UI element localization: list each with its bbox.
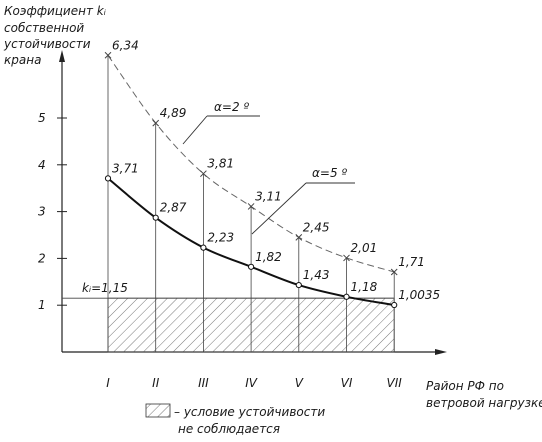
series-1-data-label-VII: 1,71 [398,255,425,269]
y-axis-arrow [59,50,65,62]
y-axis-label-line-4: крана [4,53,41,67]
series-a5-leader-diag [251,182,307,235]
x-tick-label-III: III [198,376,209,390]
series-1-data-label-I: 6,34 [112,38,139,52]
threshold-label: kᵢ=1,15 [82,281,128,295]
y-tick-label-5: 5 [38,111,46,125]
y-axis-label-line-2: собственной [4,21,84,35]
series-1-data-label-IV: 3,11 [255,189,282,203]
series-2-data-label-VI: 1,18 [351,280,378,294]
series-2-data-label-I: 3,71 [112,161,139,175]
series-2-data-label-III: 2,23 [207,231,234,245]
x-tick-label-I: I [106,376,110,390]
y-axis-label-line-3: устойчивости [3,37,91,51]
x-tick-label-VII: VII [387,376,403,390]
x-tick-label-IV: IV [245,376,258,390]
x-tick-label-II: II [152,376,160,390]
series-2-point-V [295,281,302,289]
series-1-point-III [200,170,207,178]
series-2-data-label-V: 1,43 [303,268,330,282]
legend-text-line-2: не соблюдается [178,422,280,436]
x-tick-label-VI: VI [341,376,353,390]
x-axis-arrow [435,349,447,355]
y-axis-label-line-1: Коэффициент kᵢ [4,4,106,18]
series-2-point-III [200,244,207,251]
series-1-data-label-II: 4,89 [160,106,187,120]
series-2-data-label-VII: 1,0035 [398,288,440,302]
x-axis-label-line-2: ветровой нагрузке [426,396,542,410]
x-axis-label-line-1: Район РФ по [426,379,504,393]
series-a5-label: α=5 º [312,166,347,180]
series-2-point-I [104,175,112,182]
series-1-point-VII [390,268,398,276]
series-1-point-I [104,51,112,59]
y-tick-label-2: 2 [38,251,46,265]
series-2-point-IV [248,263,255,270]
series-1-point-II [152,119,160,127]
legend-hatch-swatch [145,403,171,418]
legend-text-line-1: – условие устойчивости [174,405,325,419]
y-tick-label-4: 4 [38,158,46,172]
series-1-point-IV [247,203,255,210]
series-1-point-V [295,233,303,241]
y-tick-label-3: 3 [38,205,46,219]
series-a2-leader-diag [182,115,208,145]
series-a2-label: α=2 º [214,100,249,114]
series-1-point-VI [343,254,350,262]
series-2-data-label-IV: 1,82 [255,250,282,264]
series-2-data-label-II: 2,87 [160,201,187,215]
series-2-point-VII [391,301,398,309]
y-tick-label-1: 1 [38,298,46,312]
series-1-data-label-III: 3,81 [207,157,234,171]
series-2-point-VI [343,293,350,300]
series-2-point-II [152,214,159,221]
series-1-data-label-VI: 2,01 [351,241,378,255]
x-tick-label-V: V [295,376,304,390]
series-1-data-label-V: 2,45 [303,220,330,234]
